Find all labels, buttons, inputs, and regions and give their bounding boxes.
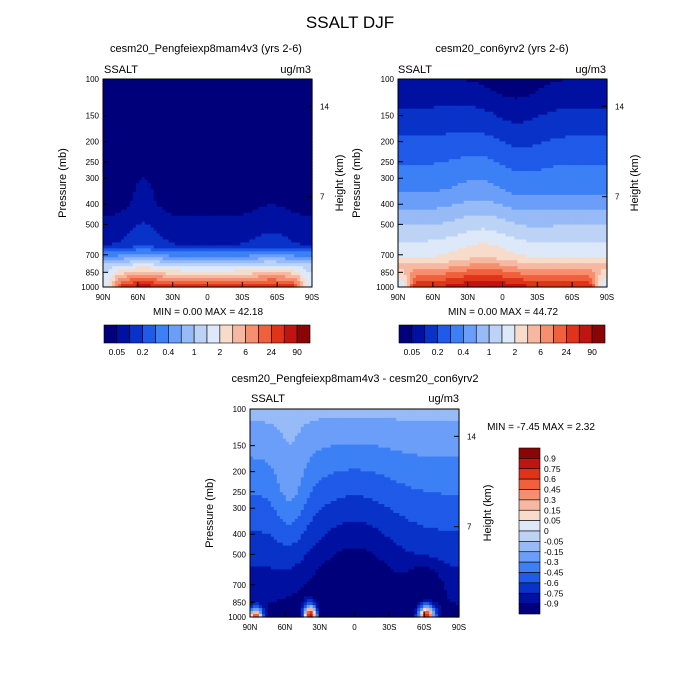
x-tick-label: 60N: [130, 293, 145, 302]
colorbar: 0.05 0.2 0.4 1 2 6 24 90: [104, 325, 310, 357]
y2-axis-label: Height (km): [334, 155, 346, 212]
contour-field: [103, 79, 313, 288]
y-tick-label: 200: [86, 138, 100, 147]
colorbar-box: [130, 325, 143, 343]
x-tick-label: 30N: [165, 293, 180, 302]
colorbar-label: 24: [267, 347, 277, 357]
colorbar-box: [194, 325, 207, 343]
colorbar-label: 0.4: [162, 347, 174, 357]
panel-con: cesm20_con6yrv2 (yrs 2-6) SSALT ug/m3 90…: [351, 43, 641, 357]
x-tick-label: 0: [205, 293, 210, 302]
y-tick-label: 1000: [81, 283, 99, 292]
y-tick-label: 100: [86, 75, 100, 84]
colorbar-box: [284, 325, 297, 343]
panel-exp: cesm20_Pengfeiexp8mam4v3 (yrs 2-6) SSALT…: [57, 43, 346, 357]
colorbar-box: [181, 325, 194, 343]
colorbar-label: 6: [243, 347, 248, 357]
plot-area: 90N 60N 30N 0 30S 60S 90S100150200250300400500…: [376, 75, 624, 302]
y2-tick-label: 14: [320, 102, 329, 111]
colorbar-box: [117, 325, 130, 343]
x-tick-label: 30S: [235, 293, 249, 302]
colorbar-label: 1: [192, 347, 197, 357]
colorbar-box: [246, 325, 259, 343]
y2-tick-label: 7: [320, 193, 325, 202]
colorbar-box: [143, 325, 156, 343]
colorbar-label: 90: [292, 347, 302, 357]
colorbar-box: [271, 325, 284, 343]
variable-label: SSALT: [104, 64, 138, 76]
colorbar-box: [104, 325, 117, 343]
y-tick-label: 150: [86, 112, 100, 121]
colorbar-label: 2: [218, 347, 223, 357]
y-tick-label: 400: [86, 200, 100, 209]
x-tick-label: 90N: [96, 293, 111, 302]
contour-field: [398, 79, 608, 288]
colorbar-box: [156, 325, 169, 343]
y-tick-label: 700: [86, 251, 100, 260]
colorbar-box: [233, 325, 246, 343]
x-tick-label: 60S: [270, 293, 284, 302]
units-label: ug/m3: [575, 64, 606, 76]
colorbar-box: [220, 325, 233, 343]
colorbar-box: [259, 325, 272, 343]
colorbar-box: [168, 325, 181, 343]
colorbar-box: [207, 325, 220, 343]
y-tick-label: 850: [86, 268, 100, 277]
variable-label: SSALT: [398, 64, 432, 76]
page-title: SSALT DJF: [306, 13, 394, 32]
colorbar-label: 0.05: [109, 347, 126, 357]
plot-area: 90N 60N 30N 0 30S 60S 90S 100 150 200 250 300 400 500…: [81, 75, 329, 302]
units-label: ug/m3: [280, 64, 311, 76]
panel-title: cesm20_con6yrv2 (yrs 2-6): [435, 43, 568, 55]
colorbar-box: [297, 325, 310, 343]
y-tick-label: 250: [86, 158, 100, 167]
x-tick-label: 90S: [305, 293, 319, 302]
min-max-label: MIN = 0.00 MAX = 42.18: [153, 307, 263, 318]
panel-title: cesm20_Pengfeiexp8mam4v3 (yrs 2-6): [110, 43, 302, 55]
y-axis-label: Pressure (mb): [57, 148, 69, 218]
colorbar-label: 0.2: [137, 347, 149, 357]
y-tick-label: 300: [86, 174, 100, 183]
y-tick-label: 500: [86, 220, 100, 229]
